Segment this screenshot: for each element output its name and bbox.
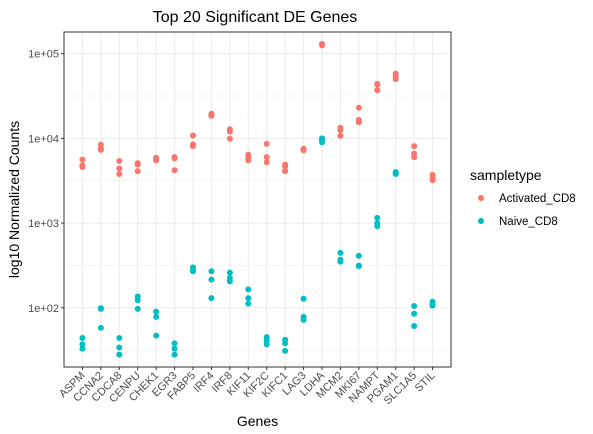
data-point [226,269,233,276]
data-point [337,258,344,265]
data-point [208,268,215,275]
data-point [97,324,104,331]
data-point [116,170,123,177]
data-point [190,132,196,139]
data-point [263,154,270,161]
data-point [263,159,270,166]
data-point [97,305,104,312]
data-point [153,313,160,320]
y-tick-label: 1e+02 [28,303,59,315]
data-point [171,340,178,347]
data-point [282,340,289,347]
y-axis-label: log10 Normalized Counts [6,121,22,278]
data-point [411,154,418,161]
data-point [116,334,123,341]
data-point [79,345,86,352]
data-point [263,341,270,348]
data-point [392,76,399,83]
data-point [190,268,196,275]
data-point [171,167,178,174]
data-point [116,351,123,358]
data-point [429,302,436,309]
plot-panel [64,32,451,367]
y-tick-label: 1e+03 [28,218,59,230]
x-axis: ASPMCCNA2CDCA8CENPUCHEK1EGR3FABP5IRF4IRF… [57,367,438,407]
data-point [171,345,178,352]
legend-label: Activated_CD8 [499,193,576,205]
data-point [79,156,86,163]
legend-key [478,218,484,224]
data-point [245,157,252,164]
grid-major [64,32,451,367]
x-tick-label: STIL [413,370,438,395]
data-point [226,278,233,285]
data-point [319,139,325,146]
chart-title: Top 20 Significant DE Genes [153,9,358,26]
data-point [355,263,362,270]
data-point [245,300,252,307]
data-point [300,147,307,154]
data-point [134,305,141,312]
data-point [411,302,418,309]
panel-border [63,31,452,368]
data-point [116,158,123,165]
data-point [190,143,196,150]
data-point [208,276,215,283]
data-point [153,157,160,164]
data-point [97,146,104,153]
data-point [374,214,381,221]
data-point [116,344,123,351]
x-axis-label: Genes [237,413,278,429]
data-point [282,168,289,175]
data-point [282,163,289,170]
data-point [337,127,344,134]
data-point [153,308,160,315]
data-point [245,286,252,293]
data-point [319,42,325,49]
data-point [355,252,362,259]
data-point [429,177,436,184]
data-point [411,322,418,329]
data-point [374,223,381,230]
data-point [355,119,362,126]
data-point [171,351,178,358]
data-point [355,104,362,111]
legend-title: sampletype [470,167,542,183]
legend: sampletype Activated_CD8 Naive_CD8 [470,167,576,228]
data-point [79,341,86,348]
data-point [245,295,252,302]
legend-label: Naive_CD8 [499,216,558,228]
data-point [411,310,418,317]
legend-key [478,195,484,201]
data-point [263,140,270,147]
data-point [226,135,233,142]
data-point [79,334,86,341]
y-tick-label: 1e+04 [28,133,59,145]
data-point [79,163,86,170]
data-point [171,155,178,162]
data-point [300,316,307,323]
grid-minor [64,95,451,351]
data-point [134,168,141,175]
data-point [374,81,381,88]
data-point [226,128,233,135]
data-point [374,87,381,94]
data-points [79,40,436,358]
data-point [282,347,289,354]
data-point [208,295,215,302]
data-point [392,170,399,177]
data-point [300,295,307,302]
data-point [134,161,141,168]
y-axis: 1e+02 1e+03 1e+04 1e+05 [28,49,64,315]
data-point [116,165,123,172]
data-point [208,112,215,119]
data-point [337,249,344,256]
data-point [411,143,418,150]
data-point [337,132,344,139]
y-tick-label: 1e+05 [28,49,59,61]
data-point [134,297,141,304]
data-point [153,332,160,339]
